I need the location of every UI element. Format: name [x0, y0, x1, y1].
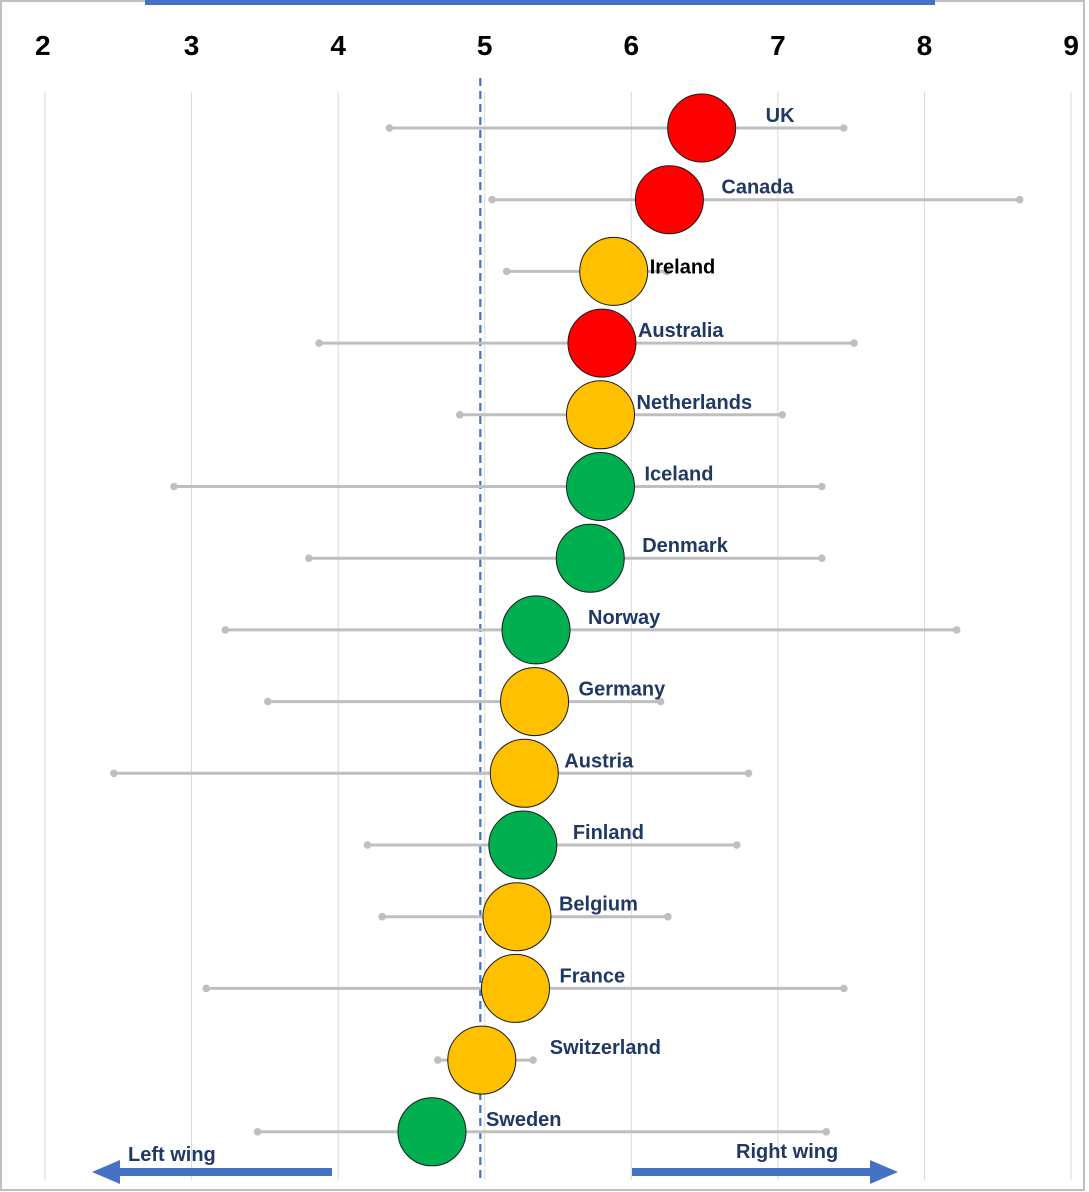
range-uk [385, 124, 848, 132]
range-min-belgium [378, 912, 386, 921]
range-max-belgium [664, 912, 672, 921]
label-norway: Norway [588, 607, 661, 629]
right-wing-arrow: Right wing [632, 1141, 898, 1184]
point-canada [634, 165, 704, 235]
range-canada [488, 195, 1024, 204]
range-min-france [202, 984, 211, 993]
range-min-uk [385, 124, 394, 132]
x-tick-label-9: 9 [1063, 30, 1079, 61]
range-min-denmark [305, 554, 313, 562]
x-tick-labels: 2 3 4 5 6 7 8 9 [35, 30, 1079, 61]
point-australia [567, 308, 637, 378]
point-austria [489, 738, 559, 808]
point-iceland [566, 452, 636, 521]
point-uk [667, 93, 737, 163]
left-wing-label: Left wing [128, 1144, 216, 1166]
range-max-switzerland [529, 1056, 537, 1064]
point-denmark [555, 523, 625, 593]
range-iceland [170, 482, 826, 491]
range-max-denmark [818, 554, 826, 562]
range-max-germany [656, 697, 665, 706]
right-wing-arrow-head [870, 1160, 898, 1184]
label-sweden: Sweden [486, 1109, 562, 1131]
range-max-ireland [662, 267, 671, 276]
point-belgium [482, 882, 552, 952]
range-max-sweden [822, 1128, 831, 1136]
left-wing-arrow: Left wing [92, 1144, 332, 1184]
range-max-australia [850, 339, 858, 347]
label-ireland: Ireland [650, 256, 716, 278]
label-denmark: Denmark [642, 535, 728, 557]
point-norway [501, 595, 571, 665]
range-min-australia [315, 339, 323, 347]
left-wing-arrow-shaft [116, 1168, 332, 1176]
range-min-sweden [253, 1128, 262, 1136]
x-tick-label-2: 2 [35, 30, 51, 61]
range-min-norway [221, 626, 230, 634]
label-canada: Canada [721, 177, 794, 199]
label-iceland: Iceland [645, 464, 714, 486]
point-france [480, 953, 550, 1023]
x-tick-label-4: 4 [330, 30, 346, 61]
range-max-netherlands [778, 411, 787, 419]
range-max-norway [952, 626, 961, 634]
point-ireland [579, 236, 649, 306]
wing-arrows: Left wing Right wing [92, 1141, 898, 1184]
right-wing-arrow-shaft [632, 1168, 874, 1176]
point-netherlands [566, 380, 636, 450]
range-min-netherlands [455, 411, 464, 419]
point-sweden [397, 1097, 467, 1167]
right-wing-label: Right wing [736, 1141, 838, 1163]
x-tick-label-3: 3 [184, 30, 200, 61]
label-finland: Finland [573, 822, 644, 844]
range-max-france [840, 984, 848, 993]
point-finland [488, 810, 558, 880]
range-austria [110, 769, 753, 778]
header-rule [145, 0, 935, 5]
label-netherlands: Netherlands [637, 392, 753, 414]
range-min-germany [263, 697, 272, 706]
range-min-canada [488, 195, 496, 204]
x-tick-label-8: 8 [917, 30, 933, 61]
range-max-canada [1015, 195, 1024, 204]
point-switzerland [447, 1025, 517, 1095]
range-max-finland [733, 841, 741, 849]
label-uk: UK [766, 105, 795, 127]
range-sweden [253, 1128, 831, 1136]
range-norway [221, 626, 961, 634]
x-tick-label-7: 7 [770, 30, 786, 61]
x-tick-label-6: 6 [623, 30, 639, 61]
x-tick-label-5: 5 [477, 30, 493, 61]
country-labels: UK Canada Ireland Australia Netherlands Icela… [486, 105, 795, 1131]
data-points [397, 93, 737, 1167]
label-austria: Austria [564, 750, 634, 772]
range-min-austria [110, 769, 118, 778]
range-max-austria [744, 769, 753, 778]
range-min-iceland [170, 482, 178, 491]
range-germany [263, 697, 665, 706]
left-wing-arrow-head [92, 1160, 120, 1184]
label-france: France [559, 965, 625, 987]
label-belgium: Belgium [559, 894, 638, 916]
label-germany: Germany [579, 679, 667, 701]
range-min-switzerland [434, 1056, 442, 1064]
range-max-iceland [818, 482, 826, 491]
label-switzerland: Switzerland [550, 1037, 661, 1059]
label-australia: Australia [638, 320, 724, 342]
range-min-ireland [502, 267, 511, 276]
range-max-uk [840, 124, 848, 132]
range-min-finland [363, 841, 372, 849]
point-germany [500, 667, 570, 737]
